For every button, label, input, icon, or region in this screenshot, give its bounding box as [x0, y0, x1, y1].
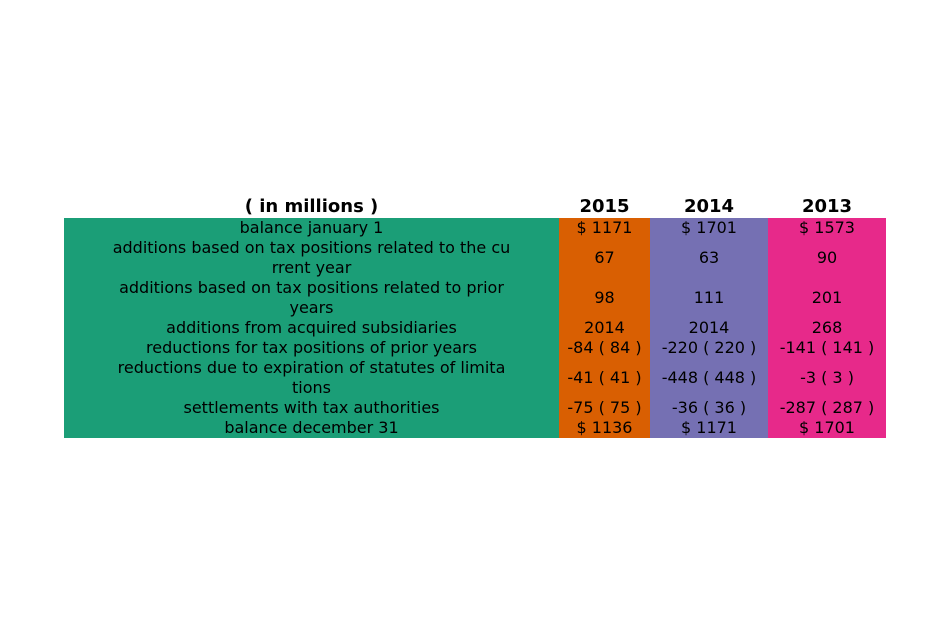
value-cell-2013: $ 1701	[799, 418, 855, 437]
value-cell-2015: $ 1136	[576, 418, 633, 437]
year-column-bg-2015	[559, 218, 650, 438]
value-cell-2015: 98	[594, 288, 615, 307]
value-cell-2013: -287 ( 287 )	[779, 398, 875, 417]
value-cell-2013: 268	[811, 318, 843, 337]
value-cell-2014: 111	[693, 288, 725, 307]
value-cell-2015: 2014	[584, 318, 625, 337]
row-label: balance december 31	[224, 418, 399, 437]
value-cell-2013: -141 ( 141 )	[779, 338, 875, 357]
row-label: years	[289, 298, 334, 317]
row-label: tions	[292, 378, 331, 397]
year-column-bg-2013	[768, 218, 886, 438]
value-cell-2013: -3 ( 3 )	[800, 368, 854, 387]
value-cell-2015: -41 ( 41 )	[567, 368, 642, 387]
year-header-2013: 2013	[801, 196, 853, 217]
value-cell-2013: 90	[816, 248, 838, 267]
value-cell-2014: 63	[698, 248, 720, 267]
value-cell-2014: $ 1701	[681, 218, 737, 237]
value-cell-2013: 201	[811, 288, 843, 307]
value-cell-2014: $ 1171	[681, 418, 737, 437]
row-label: additions from acquired subsidiaries	[166, 318, 457, 337]
row-label: reductions due to expiration of statutes…	[117, 358, 506, 377]
label-column-bg	[64, 218, 559, 438]
row-label: settlements with tax authorities	[183, 398, 440, 417]
year-header-2014: 2014	[683, 196, 735, 217]
value-cell-2013: $ 1573	[799, 218, 855, 237]
value-cell-2015: 67	[594, 248, 615, 267]
units-header: ( in millions )	[244, 196, 379, 217]
value-cell-2015: -75 ( 75 )	[567, 398, 642, 417]
value-cell-2014: -36 ( 36 )	[671, 398, 747, 417]
row-label: balance january 1	[239, 218, 384, 237]
value-cell-2014: -220 ( 220 )	[661, 338, 757, 357]
row-label: rrent year	[271, 258, 352, 277]
value-cell-2014: 2014	[688, 318, 730, 337]
value-cell-2015: -84 ( 84 )	[567, 338, 642, 357]
row-label: additions based on tax positions related…	[112, 238, 511, 257]
year-header-2015: 2015	[579, 196, 630, 217]
row-label: additions based on tax positions related…	[119, 278, 504, 297]
value-cell-2014: -448 ( 448 )	[661, 368, 757, 387]
row-label: reductions for tax positions of prior ye…	[146, 338, 477, 357]
value-cell-2015: $ 1171	[576, 218, 633, 237]
year-column-bg-2014	[650, 218, 768, 438]
